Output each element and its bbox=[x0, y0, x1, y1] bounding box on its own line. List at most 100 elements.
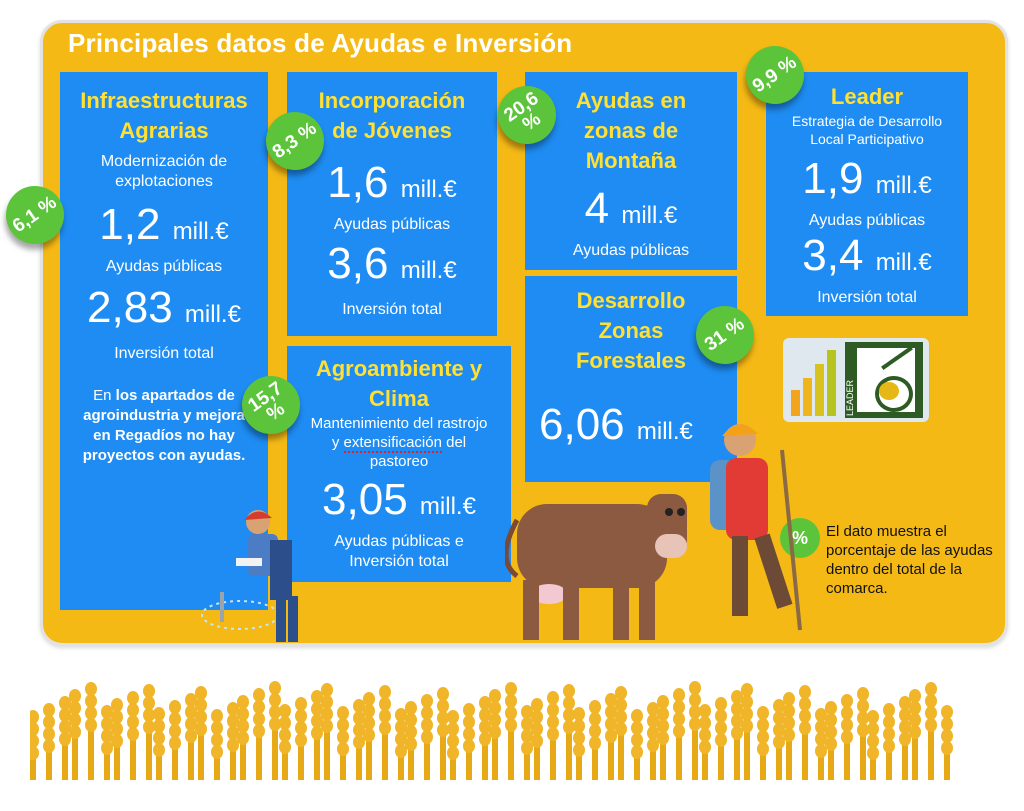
wheat-ear bbox=[269, 717, 281, 731]
wheat-ear bbox=[395, 732, 407, 746]
wheat-ear bbox=[169, 724, 181, 738]
wheat-ear bbox=[589, 700, 601, 714]
montana-value: 4 mill.€ bbox=[584, 184, 678, 233]
wheat-ear bbox=[489, 713, 501, 727]
wheat-ear bbox=[111, 734, 123, 748]
wheat-ear bbox=[463, 727, 475, 741]
wheat-ear bbox=[85, 682, 97, 696]
cow-illustration bbox=[505, 494, 687, 640]
farmer-illustration bbox=[201, 510, 298, 642]
wheat-ear bbox=[857, 699, 869, 713]
infra-label-2: Inversión total bbox=[114, 345, 214, 362]
wheat-ear bbox=[59, 696, 71, 710]
wheat-ear bbox=[363, 728, 375, 742]
wheat-ear bbox=[657, 719, 669, 733]
wheat-ear bbox=[605, 705, 617, 719]
wheat-ear bbox=[269, 681, 281, 695]
wheat-ear bbox=[337, 718, 349, 732]
wheat-ear bbox=[185, 717, 197, 731]
wheat-ear bbox=[69, 725, 81, 739]
wheat-ear bbox=[589, 712, 601, 726]
wheat-ear bbox=[731, 726, 743, 740]
wheat-ear bbox=[657, 707, 669, 721]
wheat-ear bbox=[925, 706, 937, 720]
wheat-ear bbox=[237, 695, 249, 709]
wheat-ear bbox=[741, 707, 753, 721]
forestales-heading-3: Forestales bbox=[575, 348, 687, 373]
wheat-ear bbox=[127, 727, 139, 741]
wheat-stalk bbox=[508, 692, 514, 780]
wheat-ear bbox=[227, 702, 239, 716]
wheat-ear bbox=[185, 705, 197, 719]
wheat-ear bbox=[531, 722, 543, 736]
wheat-ear bbox=[311, 714, 323, 728]
wheat-ear bbox=[715, 721, 727, 735]
wheat-ear bbox=[521, 741, 533, 755]
wheat-ear bbox=[321, 707, 333, 721]
box-montana: Ayudas en zonas de Montaña 4 mill.€ Ayud… bbox=[525, 72, 737, 270]
wheat-ear bbox=[143, 720, 155, 734]
wheat-ear bbox=[857, 687, 869, 701]
wheat-ear bbox=[631, 745, 643, 759]
wheat-ear bbox=[647, 726, 659, 740]
infra-label-1: Ayudas públicas bbox=[105, 258, 223, 275]
wheat-ear bbox=[631, 721, 643, 735]
wheat-ear bbox=[699, 740, 711, 754]
infra-sub-2: explotaciones bbox=[115, 173, 213, 190]
wheat-ear bbox=[757, 742, 769, 756]
wheat-ear bbox=[59, 708, 71, 722]
jovenes-value-2: 3,6 mill.€ bbox=[327, 239, 457, 288]
leader-sub-2: Local Participativo bbox=[810, 131, 924, 147]
wheat-ear bbox=[825, 713, 837, 727]
box-leader: Leader Estrategia de Desarrollo Local Pa… bbox=[766, 72, 968, 316]
wheat-ear bbox=[379, 709, 391, 723]
leader-value-2: 3,4 mill.€ bbox=[802, 231, 932, 280]
wheat-ear bbox=[143, 696, 155, 710]
wheat-ear bbox=[43, 739, 55, 753]
wheat-ear bbox=[211, 745, 223, 759]
wheat-ear bbox=[479, 708, 491, 722]
wheat-ear bbox=[279, 704, 291, 718]
wheat-ear bbox=[30, 734, 39, 748]
wheat-ear bbox=[783, 692, 795, 706]
jovenes-label-2: Inversión total bbox=[342, 301, 442, 318]
forestales-value: 6,06 mill.€ bbox=[539, 400, 693, 449]
wheat-ear bbox=[899, 696, 911, 710]
agro-label-1: Ayudas públicas e bbox=[334, 533, 464, 550]
wheat-ear bbox=[185, 729, 197, 743]
wheat-ear bbox=[85, 718, 97, 732]
wheat-ear bbox=[489, 725, 501, 739]
wheat-ear bbox=[589, 724, 601, 738]
wheat-ear bbox=[127, 703, 139, 717]
wheat-ear bbox=[815, 744, 827, 758]
wheat-ear bbox=[909, 725, 921, 739]
wheat-ear bbox=[899, 708, 911, 722]
wheat-ear bbox=[69, 713, 81, 727]
infra-value-1: 1,2 mill.€ bbox=[99, 200, 229, 249]
wheat-ear bbox=[857, 723, 869, 737]
wheat-ear bbox=[447, 734, 459, 748]
wheat-ear bbox=[463, 715, 475, 729]
wheat-ear bbox=[127, 715, 139, 729]
wheat-ear bbox=[43, 703, 55, 717]
wheat-ear bbox=[279, 728, 291, 742]
wheat-ear bbox=[689, 717, 701, 731]
agro-value: 3,05 mill.€ bbox=[322, 475, 476, 524]
wheat-ear bbox=[883, 703, 895, 717]
wheat-ear bbox=[867, 734, 879, 748]
wheat-ear bbox=[111, 710, 123, 724]
wheat-ear bbox=[505, 694, 517, 708]
agro-sub-1: Mantenimiento del rastrojo bbox=[310, 415, 488, 432]
wheat-ear bbox=[521, 705, 533, 719]
wheat-ear bbox=[101, 741, 113, 755]
wheat-ear bbox=[353, 735, 365, 749]
wheat-ear bbox=[337, 730, 349, 744]
wheat-ear bbox=[563, 708, 575, 722]
infra-heading-1: Infraestructuras bbox=[80, 88, 248, 113]
infra-note: En los apartados de agroindustria y mejo… bbox=[82, 387, 246, 464]
wheat-ear bbox=[227, 738, 239, 752]
wheat-ear bbox=[337, 706, 349, 720]
wheat-ear bbox=[405, 725, 417, 739]
wheat-ear bbox=[353, 711, 365, 725]
wheat-ear bbox=[253, 688, 265, 702]
